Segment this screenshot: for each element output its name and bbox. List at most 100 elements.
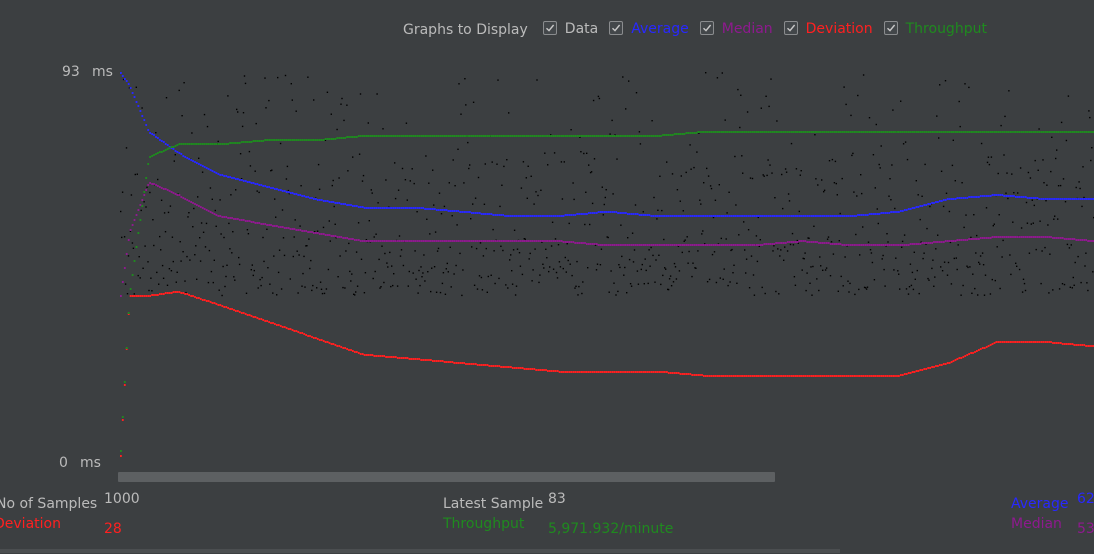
data-point (873, 279, 876, 281)
graph-horizontal-scrollbar[interactable] (118, 472, 775, 482)
deviation-point (617, 371, 619, 373)
throughput-point (186, 143, 189, 145)
average-point (753, 215, 756, 217)
average-point (213, 171, 216, 173)
data-point (759, 239, 761, 241)
data-point (1026, 222, 1029, 224)
legend-average-toggle[interactable]: Average (609, 20, 689, 37)
data-point (128, 87, 131, 89)
deviation-point (790, 375, 793, 377)
data-point (345, 250, 347, 252)
data-point (311, 289, 313, 292)
average-point (786, 215, 789, 217)
median-point (818, 242, 820, 244)
throughput-point (299, 139, 302, 141)
median-checkbox[interactable] (699, 21, 714, 35)
throughput-checkbox[interactable] (883, 21, 898, 35)
data-point (862, 226, 864, 228)
deviation-point (937, 365, 939, 367)
median-point (888, 244, 891, 246)
data-point (379, 287, 381, 289)
data-point (771, 172, 773, 174)
data-point (628, 258, 631, 261)
deviation-point (929, 367, 931, 369)
deviation-point (888, 375, 891, 377)
data-point (773, 245, 775, 247)
throughput-point (812, 131, 814, 133)
throughput-point (886, 131, 889, 133)
deviation-point (636, 371, 639, 373)
legend-median-toggle[interactable]: Median (699, 20, 773, 37)
data-point (742, 172, 744, 174)
average-point (985, 195, 988, 197)
data-point (908, 286, 911, 288)
legend-throughput-toggle[interactable]: Throughput (883, 20, 987, 37)
median-point (857, 244, 859, 246)
throughput-point (991, 131, 994, 133)
graphs-to-display-label: Graphs to Display (403, 21, 528, 38)
deviation-point (691, 374, 694, 376)
deviation-point (414, 358, 417, 360)
median-point (636, 244, 639, 246)
median-point (535, 240, 538, 242)
data-point (886, 233, 888, 235)
data-point (880, 145, 882, 147)
deviation-point (714, 375, 717, 377)
throughput-point (804, 131, 807, 133)
legend-data-toggle[interactable]: Data (542, 20, 598, 37)
data-point (660, 283, 662, 286)
data-point (274, 198, 276, 200)
data-point (353, 293, 355, 295)
throughput-point (336, 137, 339, 139)
data-point (205, 222, 208, 225)
data-point (626, 292, 628, 294)
throughput-point (831, 131, 834, 133)
data-point (629, 283, 632, 285)
data-checkbox[interactable] (542, 21, 557, 35)
data-point (887, 241, 889, 243)
data-point (1037, 169, 1039, 171)
deviation-point (779, 375, 781, 377)
data-point (691, 275, 693, 278)
deviation-point (1065, 343, 1068, 345)
average-point (964, 197, 967, 199)
data-point (518, 252, 521, 254)
median-point (822, 242, 824, 244)
data-point (367, 122, 369, 124)
deviation-point (995, 341, 998, 343)
median-point (1017, 236, 1019, 238)
deviation-point (176, 291, 179, 293)
data-point (193, 207, 195, 210)
legend-deviation-toggle[interactable]: Deviation (783, 20, 873, 37)
deviation-point (404, 357, 407, 359)
median-point (225, 216, 228, 218)
data-point (509, 259, 511, 261)
data-point (1020, 227, 1023, 229)
data-point (175, 281, 177, 283)
deviation-point (970, 352, 972, 354)
data-point (855, 233, 857, 236)
median-point (369, 240, 372, 242)
average-point (1003, 195, 1006, 197)
deviation-checkbox[interactable] (783, 21, 798, 35)
data-point (1090, 159, 1092, 162)
median-point (652, 244, 655, 246)
throughput-point (225, 143, 228, 145)
average-point (599, 211, 602, 213)
throughput-point (389, 135, 391, 137)
average-point (1054, 198, 1056, 200)
average-checkbox[interactable] (609, 21, 624, 35)
deviation-point (874, 375, 877, 377)
data-point (399, 255, 402, 257)
data-point (266, 228, 268, 230)
data-point (411, 168, 413, 170)
throughput-point (219, 143, 222, 145)
average-point (447, 210, 450, 212)
deviation-point (962, 356, 965, 358)
average-point (948, 198, 951, 200)
average-point (584, 213, 586, 215)
data-point (425, 155, 427, 157)
throughput-point (367, 135, 370, 137)
deviation-point (123, 384, 126, 386)
median-point (757, 244, 760, 246)
